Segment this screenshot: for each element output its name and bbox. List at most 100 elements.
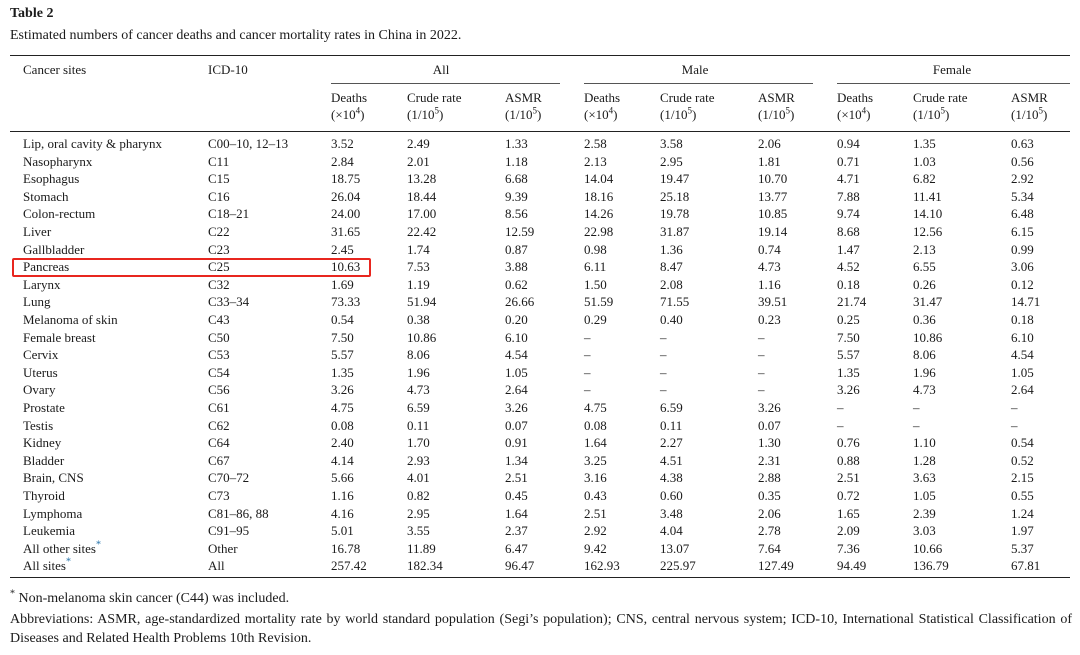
table-cell: 9.39: [505, 189, 528, 204]
unit-prefix: (1/10: [505, 107, 533, 122]
table-cell: –: [758, 365, 765, 380]
table-cell: –: [913, 400, 920, 415]
site-name: Brain, CNS: [23, 470, 84, 485]
header-sub-deaths: Deaths: [331, 90, 368, 105]
table-cell: 17.00: [407, 206, 437, 221]
table-cell: 13.77: [758, 189, 788, 204]
table-cell: 2.64: [505, 382, 528, 397]
table-row-site: Brain, CNS: [23, 469, 84, 487]
table-row-site: Kidney: [23, 434, 61, 452]
table-cell: 1.05: [505, 365, 528, 380]
table-cell: 0.07: [505, 418, 528, 433]
unit-exponent: 5: [532, 105, 537, 116]
table-row-site: All other sites*: [23, 540, 101, 558]
site-name: Gallbladder: [23, 242, 85, 257]
table-cell: –: [584, 382, 591, 397]
table-cell: 1.30: [758, 435, 781, 450]
table-cell: 9.42: [584, 541, 607, 556]
table-row-icd: C81–86, 88: [208, 506, 269, 521]
table-cell: 2.93: [407, 453, 430, 468]
table-cell: 6.11: [584, 259, 607, 274]
table-cell: 0.52: [1011, 453, 1034, 468]
table-cell: 0.20: [505, 312, 528, 327]
table-cell: 2.08: [660, 277, 683, 292]
table-cell: 7.53: [407, 259, 430, 274]
table-cell: 1.10: [913, 435, 936, 450]
site-name: Pancreas: [23, 259, 70, 274]
table-cell: 225.97: [660, 558, 696, 573]
table-cell: 2.15: [1011, 470, 1034, 485]
table-cell: 6.82: [913, 171, 936, 186]
table-cell: 0.72: [837, 488, 860, 503]
table-row-icd: C16: [208, 189, 230, 204]
table-cell: 3.25: [584, 453, 607, 468]
table-cell: 1.24: [1011, 506, 1034, 521]
table-cell: 31.65: [331, 224, 361, 239]
table-cell: 9.74: [837, 206, 860, 221]
table-cell: 0.54: [1011, 435, 1034, 450]
table-cell: –: [584, 365, 591, 380]
unit-exponent: 4: [608, 105, 614, 116]
table-cell: 19.47: [660, 171, 690, 186]
table-cell: 1.28: [913, 453, 936, 468]
table-cell: 3.58: [660, 136, 683, 151]
table-cell: 67.81: [1011, 558, 1041, 573]
site-name: Leukemia: [23, 523, 75, 538]
table-cell: 1.35: [331, 365, 354, 380]
table-cell: 1.05: [913, 488, 936, 503]
table-cell: 21.74: [837, 294, 867, 309]
table-row-site: Stomach: [23, 188, 69, 206]
footnote: * Non-melanoma skin cancer (C44) was inc…: [10, 589, 289, 608]
table-cell: 2.06: [758, 506, 781, 521]
unit-suffix: ): [691, 107, 697, 122]
table-cell: 257.42: [331, 558, 367, 573]
table-cell: 26.04: [331, 189, 361, 204]
table-cell: –: [660, 330, 667, 345]
table-row-icd: C33–34: [208, 294, 250, 309]
site-name: Liver: [23, 224, 52, 239]
footnote-ref[interactable]: *: [95, 539, 101, 551]
table-cell: 2.64: [1011, 382, 1034, 397]
table-cell: 3.26: [837, 382, 860, 397]
table-cell: 4.16: [331, 506, 354, 521]
site-name: Lip, oral cavity & pharynx: [23, 136, 162, 151]
unit-suffix: ): [789, 107, 795, 122]
unit-prefix: (×10: [331, 107, 356, 122]
table-cell: 0.76: [837, 435, 860, 450]
table-cell: 0.25: [837, 312, 860, 327]
table-cell: 22.42: [407, 224, 437, 239]
table-row-icd: C91–95: [208, 523, 250, 538]
unit-suffix: ): [866, 107, 871, 122]
unit-prefix: (1/10: [913, 107, 941, 122]
table-cell: 6.68: [505, 171, 528, 186]
table-cell: –: [660, 382, 667, 397]
table-cell: 4.01: [407, 470, 430, 485]
site-name: Uterus: [23, 365, 58, 380]
site-name: Nasopharynx: [23, 154, 93, 169]
header-group-all: All: [432, 62, 450, 77]
header-cancer-sites: Cancer sites: [23, 62, 87, 77]
table-cell: 6.55: [913, 259, 936, 274]
table-cell: 16.78: [331, 541, 361, 556]
unit-exponent: 5: [785, 105, 790, 116]
table-cell: 4.73: [407, 382, 430, 397]
table-cell: 12.59: [505, 224, 535, 239]
footnote-ref[interactable]: *: [65, 556, 71, 568]
unit-suffix: ): [360, 107, 365, 122]
site-name: Lymphoma: [23, 506, 83, 521]
table-row-icd: C73: [208, 488, 230, 503]
table-cell: 2.95: [407, 506, 430, 521]
table-cell: 6.10: [505, 330, 528, 345]
table-cell: 4.71: [837, 171, 860, 186]
table-row-site: Pancreas: [23, 258, 69, 276]
table-cell: 4.51: [660, 453, 683, 468]
table-row-site: Lip, oral cavity & pharynx: [23, 135, 162, 153]
table-cell: 14.10: [913, 206, 943, 221]
site-name: Testis: [23, 418, 54, 433]
table-cell: 1.36: [660, 242, 683, 257]
table-cell: 3.06: [1011, 259, 1034, 274]
table-cell: 5.57: [331, 347, 354, 362]
table-cell: 0.11: [660, 418, 683, 433]
table-cell: 3.26: [758, 400, 781, 415]
unit-suffix: ): [944, 107, 950, 122]
